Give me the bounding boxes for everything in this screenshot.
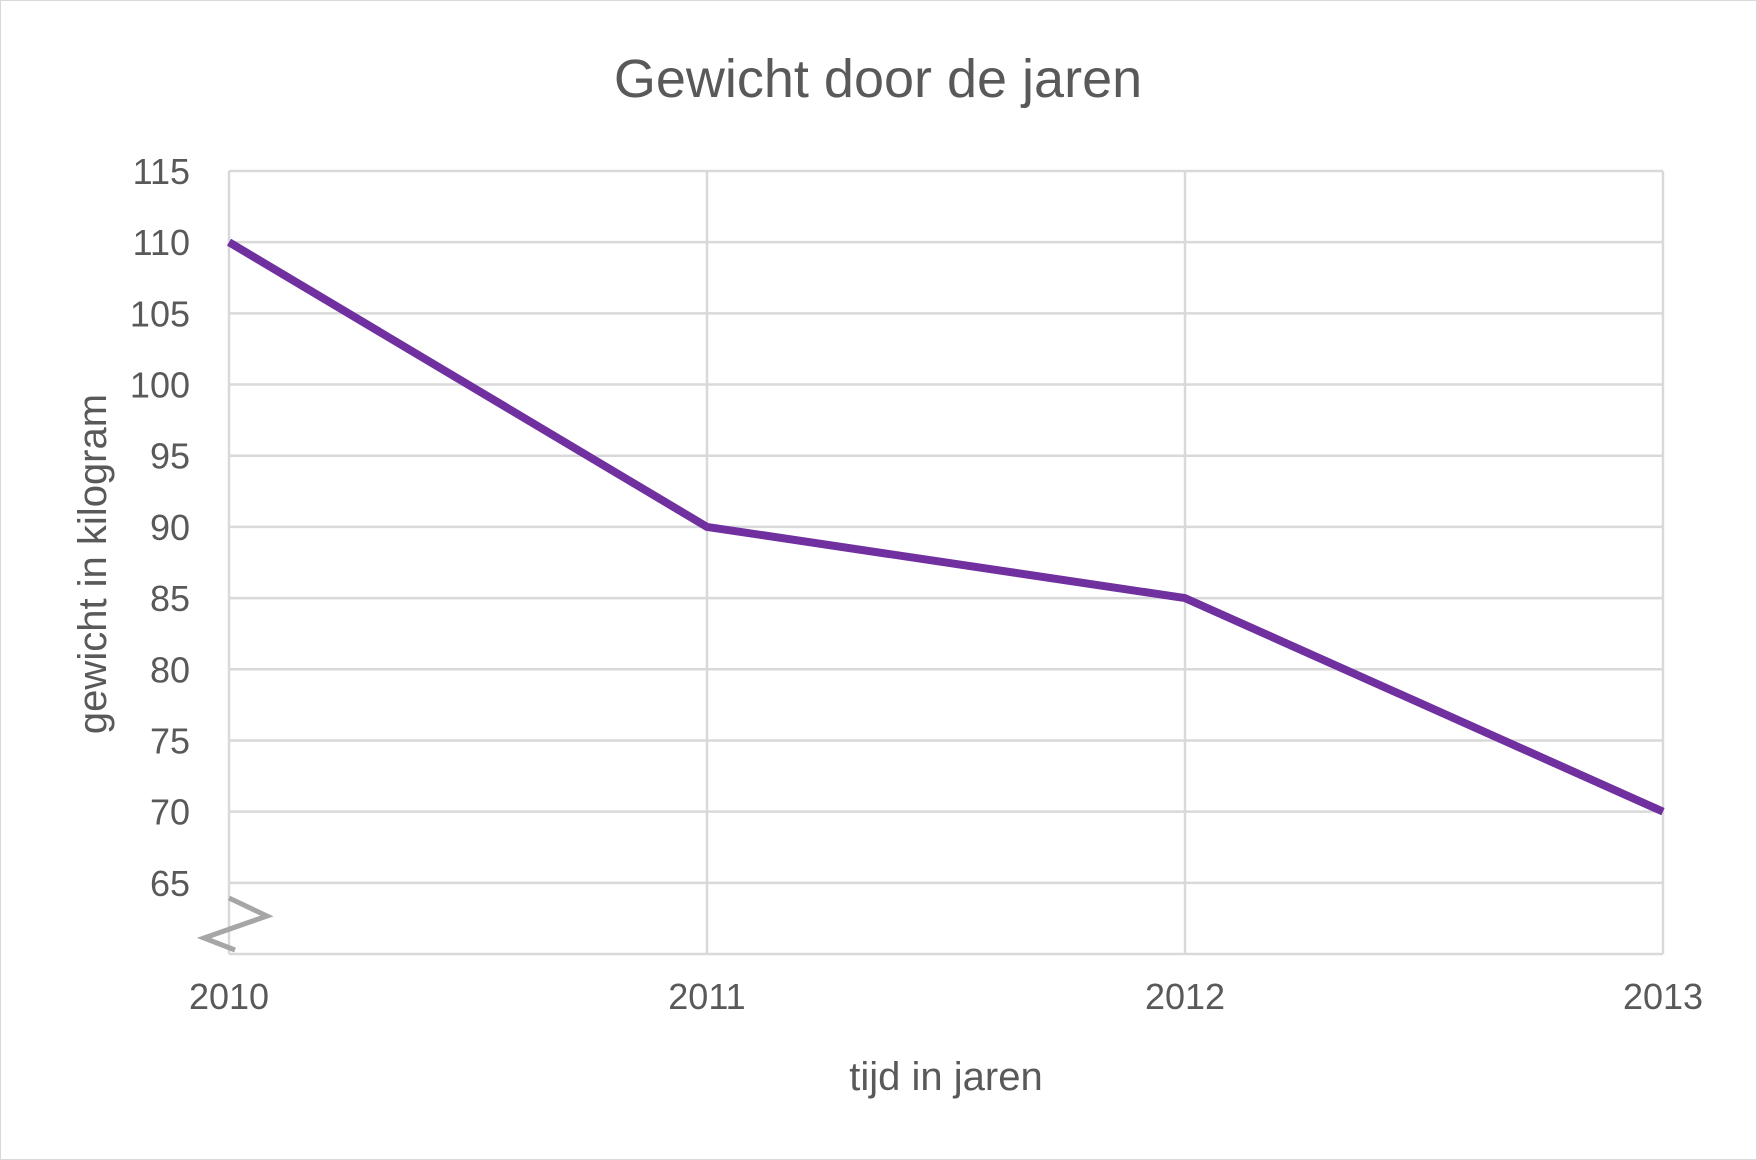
gridlines xyxy=(227,169,1665,956)
series-lines xyxy=(226,238,1665,816)
y-tick-label: 105 xyxy=(130,293,190,334)
y-tick-label: 95 xyxy=(150,436,190,477)
x-tick-label: 2011 xyxy=(668,976,745,1017)
y-axis-title: gewicht in kilogram xyxy=(71,394,115,734)
y-tick-label: 80 xyxy=(150,649,190,690)
y-tick-label: 70 xyxy=(150,792,190,833)
y-tick-label: 110 xyxy=(133,222,190,263)
x-tick-label: 2010 xyxy=(189,976,269,1017)
series-line-0 xyxy=(226,238,1665,816)
y-tick-label: 100 xyxy=(130,365,190,406)
y-tick-label: 90 xyxy=(150,507,190,548)
y-axis-ticks: 65 70 75 80 85 90 95 100 105 110 115 xyxy=(130,151,190,904)
axis-break-zigzag xyxy=(196,895,274,953)
chart-title: Gewicht door de jaren xyxy=(614,49,1142,109)
x-axis-title: tijd in jaren xyxy=(849,1055,1042,1099)
x-tick-label: 2012 xyxy=(1145,976,1225,1017)
y-tick-label: 115 xyxy=(133,151,190,192)
y-tick-label: 75 xyxy=(150,720,190,761)
y-tick-label: 85 xyxy=(150,578,190,619)
y-tick-label: 65 xyxy=(150,863,190,904)
x-tick-label: 2013 xyxy=(1623,976,1703,1017)
x-axis-ticks: 2010 2011 2012 2013 xyxy=(189,976,1703,1017)
axis-break-marker xyxy=(196,895,274,953)
